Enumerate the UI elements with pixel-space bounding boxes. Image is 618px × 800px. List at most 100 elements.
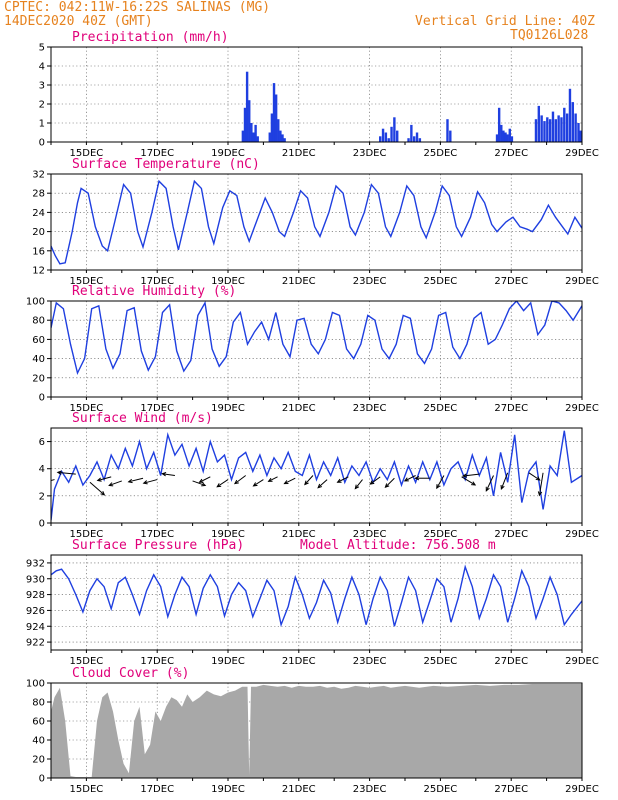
temp-xtick-label: 21DEC	[282, 276, 316, 287]
precip-xtick-label: 29DEC	[565, 148, 599, 159]
precip-bar	[554, 119, 558, 142]
wind-arrow	[199, 476, 211, 483]
temp-ytick-label: 24	[32, 208, 45, 219]
precip-bar	[384, 132, 388, 142]
rh-frame	[50, 300, 583, 398]
wind-arrow-head	[216, 483, 222, 488]
wind-title: Surface Wind (m/s)	[72, 411, 213, 426]
rh-plot	[51, 301, 582, 376]
wind-arrow	[317, 479, 328, 489]
wind-arrow-head	[252, 482, 258, 487]
cloud-xtick-label: 19DEC	[211, 784, 245, 795]
wind-arrow-head	[161, 472, 167, 477]
wind-arrow-head	[96, 477, 102, 482]
wind-arrow-head	[461, 473, 468, 478]
precipitation-panel: Precipitation (mm/h) 0 1 2 3 4 5 15DEC 17DEC 19DE…	[39, 30, 599, 159]
precip-bar	[243, 107, 247, 142]
cloud-ytick-label: 40	[32, 736, 45, 747]
precip-bar	[500, 124, 503, 142]
pressure-xtick-label: 23DEC	[353, 656, 387, 667]
precip-bar	[579, 130, 582, 142]
rh-line	[51, 301, 582, 376]
rh-xtick-label: 29DEC	[565, 403, 599, 414]
rh-xtick-label: 25DEC	[424, 403, 458, 414]
precip-bar	[245, 71, 249, 142]
cloud-ytick-label: 20	[32, 755, 45, 766]
pressure-ytick-label: 928	[26, 590, 45, 601]
precip-bar	[537, 105, 541, 142]
cloud-ytick-label: 60	[32, 717, 45, 728]
precip-xtick-label: 27DEC	[494, 148, 528, 159]
wind-arrow	[538, 472, 544, 496]
wind-arrow-head	[267, 477, 273, 482]
pressure-xtick-label: 25DEC	[424, 656, 458, 667]
rh-title: Relative Humidity (%)	[72, 284, 236, 299]
precip-ytick-label: 5	[39, 43, 45, 54]
wind-arrow-head	[100, 491, 106, 496]
precip-bar	[272, 83, 276, 142]
wind-arrow-head	[500, 484, 505, 491]
pressure-ytick-label: 930	[26, 574, 45, 585]
precip-bar	[568, 88, 572, 142]
wind-arrow-head	[201, 482, 207, 487]
precip-bar	[506, 134, 509, 142]
wind-xtick-label: 27DEC	[494, 529, 528, 540]
wind-arrow	[234, 475, 246, 485]
precip-xtick-label: 19DEC	[211, 148, 245, 159]
cloud-cover-panel: Cloud Cover (%) 0 20 40 60 80 100 15DEC 17DEC 19D…	[26, 666, 599, 795]
precip-bar	[410, 124, 413, 142]
wind-ytick-label: 0	[39, 519, 45, 530]
wind-xtick-label: 15DEC	[70, 529, 104, 540]
wind-arrow	[284, 477, 296, 485]
precip-bar	[560, 117, 563, 142]
precip-bar	[387, 138, 390, 142]
precip-bar	[510, 136, 514, 142]
pressure-xtick-label: 21DEC	[282, 656, 316, 667]
cloud-frame	[50, 682, 583, 779]
temp-title: Surface Temperature (nC)	[72, 157, 260, 172]
wind-arrow	[354, 479, 363, 489]
temp-xtick-label: 19DEC	[211, 276, 245, 287]
pressure-ytick-label: 922	[26, 638, 45, 649]
temp-ytick-label: 20	[32, 227, 45, 238]
precip-ytick-label: 0	[39, 138, 45, 149]
precip-bar	[407, 138, 410, 142]
precip-bar	[418, 138, 422, 142]
header-station: CPTEC: 042:11W-16:22S SALINAS (MG)	[4, 0, 270, 15]
precip-bar	[563, 107, 566, 142]
precip-bar	[571, 102, 574, 142]
cloud-xtick-label: 25DEC	[424, 784, 458, 795]
wind-arrow-head	[37, 482, 41, 485]
wind-arrow-head	[127, 478, 133, 484]
pressure-frame	[50, 554, 583, 651]
pressure-xtick-label: 17DEC	[140, 656, 174, 667]
wind-arrow	[485, 475, 494, 492]
pressure-xtick-label: 29DEC	[565, 656, 599, 667]
wind-arrow	[500, 472, 509, 490]
rh-ytick-label: 80	[32, 316, 45, 327]
surface-temperature-panel: Surface Temperature (nC) 12 16 20 24 28 32 15DE…	[32, 157, 599, 287]
temp-xtick-label: 29DEC	[565, 276, 599, 287]
precip-bar	[415, 132, 419, 142]
rh-xtick-label: 23DEC	[353, 403, 387, 414]
precip-bar	[252, 132, 255, 142]
rh-ytick-label: 40	[32, 354, 45, 365]
precip-xtick-label: 15DEC	[70, 148, 104, 159]
wind-arrow	[370, 476, 381, 485]
cloud-cover-area	[51, 684, 582, 778]
wind-arrow-head	[354, 484, 360, 490]
wind-arrow	[216, 479, 229, 488]
wind-arrow	[253, 479, 264, 487]
temp-ytick-label: 28	[32, 189, 45, 200]
rh-xtick-label: 17DEC	[140, 403, 174, 414]
rh-xtick-label: 27DEC	[494, 403, 528, 414]
precip-ytick-label: 2	[39, 100, 45, 111]
wind-arrow	[268, 476, 278, 482]
wind-arrow-head	[304, 480, 309, 486]
precip-bar	[393, 117, 396, 142]
pressure-ytick-label: 932	[26, 558, 45, 569]
precip-bar	[281, 134, 284, 142]
wind-arrow-head	[485, 486, 490, 492]
wind-arrow-head	[436, 484, 441, 490]
